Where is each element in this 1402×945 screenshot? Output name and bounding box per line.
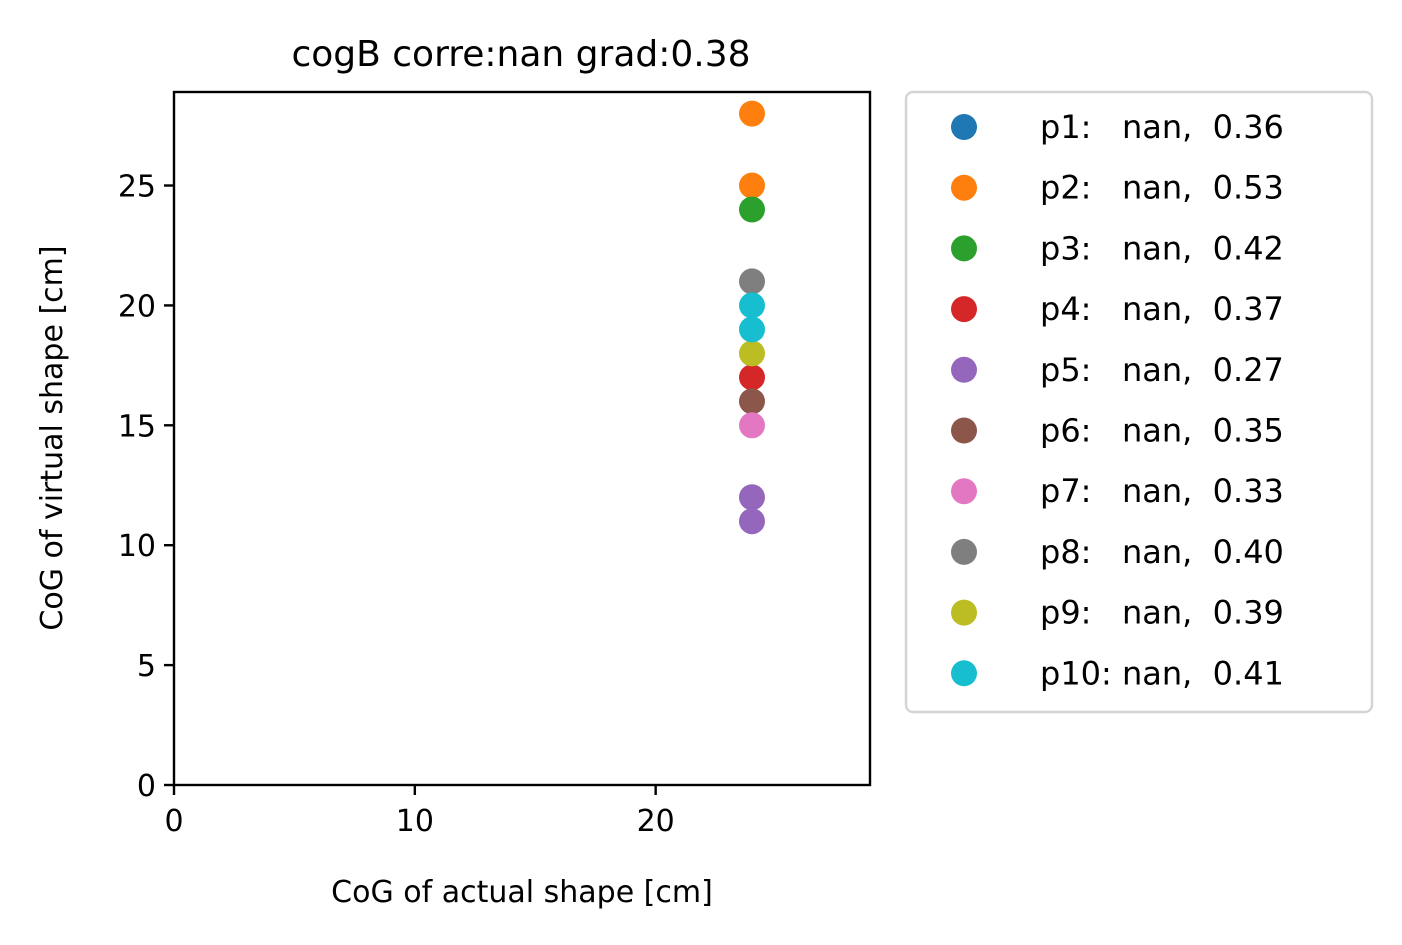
data-point (738, 340, 765, 367)
y-tick-label: 15 (118, 409, 156, 444)
data-point (738, 268, 765, 295)
y-axis: 0 5 10 15 20 25 (118, 170, 174, 804)
legend-label: p10: nan, 0.41 (1040, 654, 1284, 692)
x-tick-label: 20 (637, 804, 675, 839)
data-point (738, 388, 765, 415)
chart-title: cogB corre:nan grad:0.38 (291, 34, 750, 75)
legend-label: p1: nan, 0.36 (1040, 108, 1284, 146)
legend-label: p2: nan, 0.53 (1040, 169, 1284, 207)
data-point (738, 316, 765, 343)
plot-area (738, 100, 765, 535)
legend-label: p9: nan, 0.39 (1040, 594, 1284, 632)
legend-marker (951, 478, 977, 505)
legend-marker (951, 356, 977, 383)
data-point (738, 364, 765, 391)
legend-marker (951, 538, 977, 565)
y-tick-label: 0 (137, 769, 156, 804)
y-tick-label: 25 (118, 170, 156, 205)
y-axis-label: CoG of virtual shape [cm] (35, 245, 70, 630)
legend-marker (951, 417, 977, 444)
legend-label: p4: nan, 0.37 (1040, 290, 1284, 328)
data-point (738, 412, 765, 439)
data-point (738, 292, 765, 319)
y-tick-label: 20 (118, 289, 156, 324)
data-point (738, 196, 765, 223)
x-tick-label: 0 (164, 804, 183, 839)
legend-marker (951, 174, 977, 201)
legend: p1: nan, 0.36 p2: nan, 0.53 p3: nan, 0.42 p… (904, 90, 1374, 714)
legend-marker (951, 599, 977, 626)
legend-box (904, 90, 1374, 714)
legend-marker (951, 114, 977, 140)
legend-label: p5: nan, 0.27 (1040, 351, 1284, 389)
legend-marker (951, 235, 977, 262)
data-point (738, 508, 765, 535)
x-axis: 0 10 20 (164, 785, 675, 839)
legend-marker (951, 296, 977, 323)
legend-label: p8: nan, 0.40 (1040, 533, 1284, 571)
data-point (738, 100, 765, 127)
y-tick-label: 5 (137, 649, 156, 684)
legend-marker (951, 660, 977, 687)
data-point (738, 172, 765, 199)
data-point (738, 484, 765, 511)
y-tick-label: 10 (118, 529, 156, 564)
axes-frame (172, 90, 872, 787)
legend-label: p7: nan, 0.33 (1040, 472, 1284, 510)
legend-label: p6: nan, 0.35 (1040, 412, 1284, 450)
x-axis-label: CoG of actual shape [cm] (331, 875, 713, 910)
legend-label: p3: nan, 0.42 (1040, 229, 1284, 267)
x-tick-label: 10 (396, 804, 434, 839)
